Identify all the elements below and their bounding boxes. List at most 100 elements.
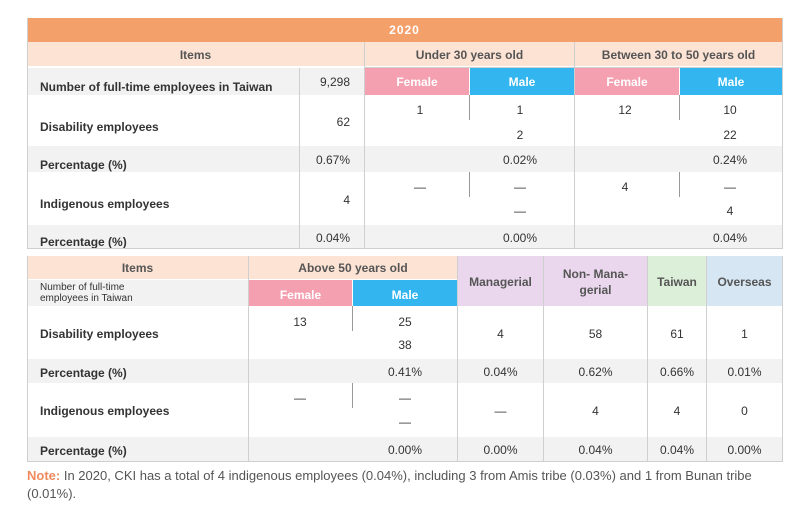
managerial-header-cell: [458, 256, 543, 306]
indigenous-label: Indigenous employees: [40, 197, 170, 211]
disability-label: Disability employees: [40, 120, 159, 134]
fulltime2-label-line1: Number of full-time: [40, 282, 125, 293]
b-pct2-nonmanagerial: 0.04%: [578, 443, 613, 457]
b-disability-label: Disability employees: [40, 327, 159, 341]
pct2-b: 0.04%: [712, 231, 748, 245]
items-header-cell: [27, 42, 364, 66]
divider: [27, 18, 28, 249]
disability-u30-female: 1: [416, 103, 424, 117]
pct1-total: 0.67%: [315, 153, 350, 167]
fulltime-total: 9,298: [319, 75, 350, 89]
pct2-label: Percentage (%): [40, 235, 127, 249]
divider: [364, 42, 365, 249]
b-male-label: Male: [717, 75, 745, 89]
b-indigenous-female: —: [294, 391, 306, 405]
indigenous-b-female: 4: [621, 180, 629, 194]
divider: [27, 248, 782, 249]
year-label: 2020: [389, 23, 420, 37]
divider: [469, 95, 470, 120]
divider: [679, 172, 680, 197]
b-disability-managerial: 4: [497, 327, 504, 341]
pct2-total: 0.04%: [315, 231, 350, 245]
stripe: [27, 146, 782, 172]
b-indigenous-nonmanagerial: 4: [592, 404, 599, 418]
under30-header-cell: [365, 42, 574, 66]
stripe: [27, 68, 364, 95]
b-disability-female: 13: [293, 315, 307, 329]
divider: [782, 256, 783, 462]
disability-b-male: 10: [723, 103, 737, 117]
b-male-cell: [680, 68, 782, 95]
b-pct2-overseas: 0.00%: [727, 443, 762, 457]
b-indigenous-overseas: 0: [741, 404, 748, 418]
footnote: Note: In 2020, CKI has a total of 4 indi…: [27, 467, 787, 503]
indigenous-u30-female: —: [414, 180, 426, 194]
indigenous-u30-sum: —: [514, 204, 526, 218]
b-pct1-nonmanagerial: 0.62%: [578, 365, 613, 379]
divider: [469, 172, 470, 197]
b-pct2-managerial: 0.00%: [483, 443, 518, 457]
pct1-label: Percentage (%): [40, 158, 127, 172]
indigenous-u30-male: —: [514, 180, 526, 194]
overseas-header: Overseas: [717, 275, 772, 289]
fulltime-label: Number of full-time employees in Taiwan: [40, 80, 273, 94]
indigenous-b-male: —: [724, 180, 736, 194]
pct1-u30: 0.02%: [502, 153, 538, 167]
divider: [647, 256, 648, 462]
u30-female-cell: [365, 68, 469, 95]
divider: [679, 95, 680, 120]
nonmanagerial-header-line2: gerial: [579, 283, 612, 297]
overseas-header-cell: [707, 256, 782, 306]
b-indigenous-sum: —: [399, 415, 411, 429]
above50-header-cell: [249, 256, 457, 279]
divider: [543, 256, 544, 462]
stripe: [27, 359, 782, 383]
disability-u30-male: 1: [516, 103, 524, 117]
divider: [299, 68, 300, 249]
nonmanagerial-header-cell: [544, 256, 647, 306]
u30-male-label: Male: [508, 75, 536, 89]
b-pct2-label: Percentage (%): [40, 444, 127, 458]
nonmanagerial-header-line1: Non- Mana-: [562, 267, 629, 281]
b-disability-male: 25: [398, 315, 412, 329]
a50-male-label: Male: [391, 288, 419, 302]
note-text: In 2020, CKI has a total of 4 indigenous…: [27, 468, 752, 501]
items2-header: Items: [121, 261, 154, 275]
fulltime2-cell: [27, 280, 248, 306]
divider: [457, 256, 458, 462]
b-pct1-overseas: 0.01%: [727, 365, 762, 379]
fulltime2-label-line2: employees in Taiwan: [40, 293, 133, 304]
between-header-cell: [575, 42, 782, 66]
divider: [574, 42, 575, 249]
divider: [248, 256, 249, 462]
b-pct1-taiwan: 0.66%: [659, 365, 695, 379]
b-female-cell: [575, 68, 679, 95]
between-header: Between 30 to 50 years old: [601, 48, 756, 62]
a50-female-cell: [249, 280, 352, 306]
b-pct1-label: Percentage (%): [40, 366, 127, 380]
year-band: [27, 18, 782, 42]
divider: [782, 18, 783, 249]
items-header: Items: [179, 48, 212, 62]
under30-header: Under 30 years old: [415, 48, 524, 62]
divider: [352, 306, 353, 331]
b-pct1-male: 0.41%: [387, 365, 423, 379]
divider: [706, 256, 707, 462]
note-label: Note:: [27, 468, 61, 483]
u30-male-cell: [470, 68, 574, 95]
above50-header: Above 50 years old: [298, 261, 408, 275]
disability-b-sum: 22: [723, 128, 737, 142]
divider: [27, 256, 28, 462]
managerial-header: Managerial: [469, 275, 532, 289]
b-disability-nonmanagerial: 58: [588, 327, 603, 341]
disability-u30-sum: 2: [516, 128, 524, 142]
b-disability-taiwan: 61: [670, 327, 684, 341]
b-indigenous-male: —: [399, 391, 411, 405]
indigenous-total: 4: [343, 193, 350, 207]
a50-female-label: Female: [279, 288, 322, 302]
divider: [364, 67, 782, 68]
b-indigenous-taiwan: 4: [673, 404, 681, 418]
b-pct1-managerial: 0.04%: [483, 365, 518, 379]
b-disability-sum: 38: [398, 338, 412, 352]
stripe: [27, 437, 782, 462]
